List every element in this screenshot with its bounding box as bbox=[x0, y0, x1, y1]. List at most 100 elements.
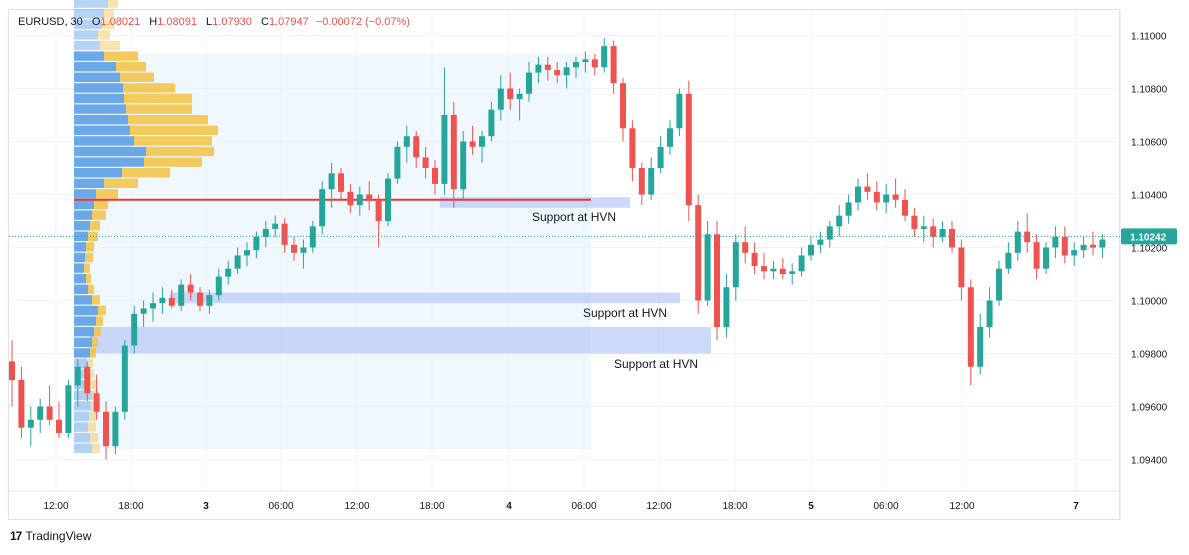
candle-body bbox=[892, 194, 899, 200]
time-axis-tick: 06:00 bbox=[268, 501, 293, 512]
volume-profile-down-bar bbox=[84, 263, 90, 273]
candle-body bbox=[770, 268, 777, 272]
candle-body bbox=[779, 268, 786, 274]
volume-profile-up-bar bbox=[74, 305, 98, 316]
candle-body bbox=[9, 361, 15, 380]
candle-body bbox=[225, 268, 232, 277]
candle-body bbox=[742, 242, 749, 253]
volume-profile-up-bar bbox=[74, 189, 96, 199]
volume-profile-down-bar bbox=[90, 221, 100, 231]
volume-profile-down-bar bbox=[87, 358, 93, 369]
candle-body bbox=[197, 292, 203, 306]
open-label: O bbox=[91, 16, 101, 28]
time-axis-tick: 06:00 bbox=[873, 501, 898, 512]
volume-profile-up-bar bbox=[74, 369, 88, 379]
time-axis-tick: 18:00 bbox=[722, 501, 747, 512]
volume-profile-up-bar bbox=[74, 263, 84, 273]
candle-body bbox=[732, 242, 739, 288]
candle-body bbox=[1052, 236, 1059, 248]
price-axis-tick: 1.11000 bbox=[1131, 32, 1167, 43]
volume-profile-up-bar bbox=[74, 72, 120, 82]
candle-body bbox=[648, 168, 655, 195]
candle-body bbox=[1024, 231, 1031, 243]
candle-body bbox=[291, 244, 297, 253]
price-axis-tick: 1.10400 bbox=[1131, 191, 1168, 202]
volume-profile-up-bar bbox=[74, 9, 104, 19]
candle-body bbox=[356, 194, 363, 206]
candle-body bbox=[667, 128, 673, 147]
candle-body bbox=[761, 266, 767, 272]
volume-profile-down-bar bbox=[120, 72, 154, 82]
time-axis-tick: 5 bbox=[808, 501, 814, 512]
candle-body bbox=[432, 168, 438, 184]
candle-body bbox=[798, 255, 805, 272]
volume-profile-up-bar bbox=[74, 242, 86, 252]
volume-profile-down-bar bbox=[89, 411, 96, 422]
candle-body bbox=[855, 186, 861, 203]
volume-profile-down-bar bbox=[98, 305, 106, 316]
candle-body bbox=[347, 191, 354, 206]
last-price-badge bbox=[1121, 228, 1177, 245]
candle-body bbox=[215, 276, 222, 296]
volume-profile-down-bar bbox=[96, 189, 118, 199]
candle-body bbox=[902, 199, 908, 216]
candle-body bbox=[911, 215, 918, 229]
volume-profile-up-bar bbox=[74, 40, 100, 51]
volume-profile-down-bar bbox=[134, 136, 212, 146]
candle-body bbox=[986, 300, 993, 327]
candle-body bbox=[826, 226, 833, 240]
volume-profile-up-bar bbox=[74, 433, 90, 443]
tradingview-footer[interactable]: 17 TradingView bbox=[10, 529, 91, 543]
candle-body bbox=[620, 83, 626, 129]
time-axis-tick: 12:00 bbox=[949, 501, 974, 512]
open-value: 1.08021 bbox=[100, 16, 141, 28]
volume-profile-down-bar bbox=[90, 348, 96, 358]
symbol-label: EURUSD, 30 bbox=[18, 16, 83, 28]
candle-body bbox=[1061, 236, 1068, 256]
candle-body bbox=[1043, 247, 1049, 269]
volume-profile-down-bar bbox=[92, 337, 98, 347]
volume-profile-down-bar bbox=[86, 274, 91, 284]
support-label: Support at HVN bbox=[532, 210, 616, 224]
candle-body bbox=[817, 239, 824, 245]
candle-body bbox=[497, 88, 504, 110]
volume-profile-down-bar bbox=[88, 284, 94, 294]
volume-profile-down-bar bbox=[100, 40, 120, 51]
time-axis-tick: 12:00 bbox=[344, 501, 369, 512]
candle-body bbox=[394, 146, 401, 179]
time-axis-tick: 7 bbox=[1073, 501, 1079, 512]
volume-profile-down-bar bbox=[94, 199, 108, 210]
candle-body bbox=[610, 46, 617, 84]
candle-body bbox=[967, 287, 974, 367]
candle-body bbox=[375, 199, 382, 221]
price-axis-tick: 1.09800 bbox=[1131, 350, 1168, 361]
high-value: 1.08091 bbox=[157, 16, 197, 28]
candle-body bbox=[808, 244, 814, 256]
volume-profile-down-bar bbox=[104, 51, 138, 61]
tradingview-brand: TradingView bbox=[25, 529, 92, 543]
candle-body bbox=[56, 419, 62, 433]
volume-profile-up-bar bbox=[74, 30, 98, 40]
candle-body bbox=[168, 297, 175, 306]
candle-body bbox=[996, 268, 1002, 301]
time-axis-tick: 12:00 bbox=[646, 501, 671, 512]
candle-body bbox=[582, 59, 589, 62]
candle-body bbox=[920, 226, 927, 229]
close-value: 1.07947 bbox=[268, 16, 309, 28]
tradingview-logo-icon: 17 bbox=[10, 529, 22, 543]
volume-profile-up-bar bbox=[74, 380, 90, 390]
candle-body bbox=[479, 136, 485, 147]
candle-body bbox=[460, 141, 467, 190]
candle-body bbox=[516, 93, 523, 100]
volume-profile-down-bar bbox=[98, 30, 110, 40]
volume-profile-up-bar bbox=[74, 274, 86, 284]
volume-profile-up-bar bbox=[74, 115, 128, 125]
candle-body bbox=[544, 64, 551, 70]
volume-profile-up-bar bbox=[74, 51, 104, 61]
high-label: H bbox=[149, 16, 158, 28]
candle-body bbox=[121, 345, 128, 412]
volume-profile-up-bar bbox=[74, 252, 85, 263]
volume-profile-up-bar bbox=[74, 210, 92, 220]
candle-body bbox=[695, 205, 702, 301]
